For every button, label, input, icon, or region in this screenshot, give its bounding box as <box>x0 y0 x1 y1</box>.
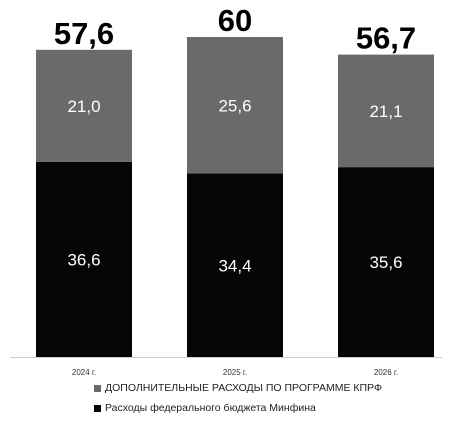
bar-segment-kprf-2 <box>187 37 283 174</box>
bar-segment-minfin-3 <box>338 167 434 357</box>
data-label-minfin-1: 36,6 <box>67 250 100 269</box>
legend-swatch-minfin <box>94 404 101 412</box>
total-label-2: 60 <box>218 3 252 38</box>
legend-item-minfin: Расходы федерального бюджета Минфина <box>94 402 316 414</box>
bar-segment-minfin-1 <box>36 161 132 357</box>
bar-segment-minfin-2 <box>187 173 283 357</box>
x-tick-label-3: 2026 г. <box>374 368 398 377</box>
data-label-kprf-1: 21,0 <box>67 97 100 116</box>
data-label-minfin-2: 34,4 <box>218 256 251 275</box>
x-tick-label-1: 2024 г. <box>72 368 96 377</box>
legend-swatch-kprf <box>94 384 101 392</box>
bar-segment-kprf-3 <box>338 54 434 168</box>
legend-item-kprf: ДОПОЛНИТЕЛЬНЫЕ РАСХОДЫ ПО ПРОГРАММЕ КПРФ <box>94 382 382 394</box>
total-label-1: 57,6 <box>54 16 114 51</box>
data-label-minfin-3: 35,6 <box>369 253 402 272</box>
data-label-kprf-2: 25,6 <box>218 96 251 115</box>
x-tick-label-2: 2025 г. <box>223 368 247 377</box>
bar-segment-kprf-1 <box>36 49 132 162</box>
legend-label-minfin: Расходы федерального бюджета Минфина <box>105 402 316 414</box>
total-label-3: 56,7 <box>356 21 416 56</box>
legend-label-kprf: ДОПОЛНИТЕЛЬНЫЕ РАСХОДЫ ПО ПРОГРАММЕ КПРФ <box>105 382 382 394</box>
data-label-kprf-3: 21,1 <box>369 102 402 121</box>
